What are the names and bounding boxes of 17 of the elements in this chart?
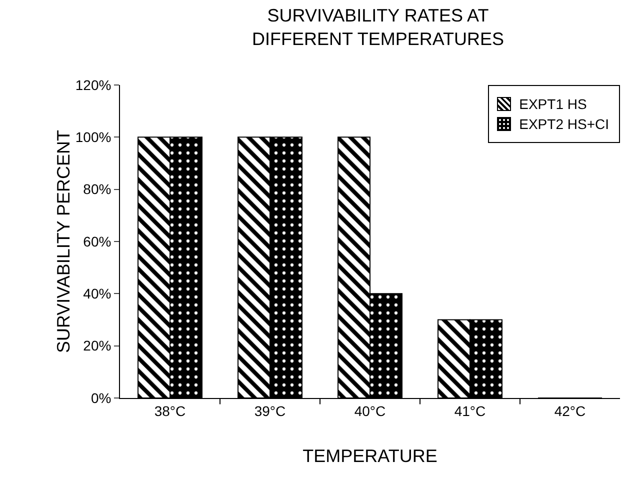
x-tick-label: 42°C bbox=[554, 402, 586, 419]
x-tick-label: 40°C bbox=[354, 402, 386, 419]
y-tick-label: 100% bbox=[75, 129, 112, 146]
y-tick-label: 20% bbox=[83, 338, 112, 354]
y-tick-label: 40% bbox=[83, 286, 112, 302]
legend-label: EXPT2 HS+CI bbox=[519, 116, 609, 132]
x-axis-title: TEMPERATURE bbox=[302, 446, 438, 466]
y-tick-label: 120% bbox=[75, 76, 112, 93]
legend-label: EXPT1 HS bbox=[519, 96, 587, 112]
y-tick-label: 80% bbox=[83, 181, 112, 198]
chart-title: SURVIVABILITY RATES AT DIFFERENT TEMPERATURES bbox=[252, 6, 504, 49]
y-tick-label: 60% bbox=[83, 233, 112, 250]
x-tick-label: 41°C bbox=[454, 402, 486, 419]
x-tick-label: 38°C bbox=[154, 402, 186, 419]
x-tick-label: 39°C bbox=[254, 402, 286, 419]
y-axis-title: SURVIVABILITY PERCENT bbox=[53, 130, 74, 354]
y-tick-label: 0% bbox=[90, 390, 112, 406]
